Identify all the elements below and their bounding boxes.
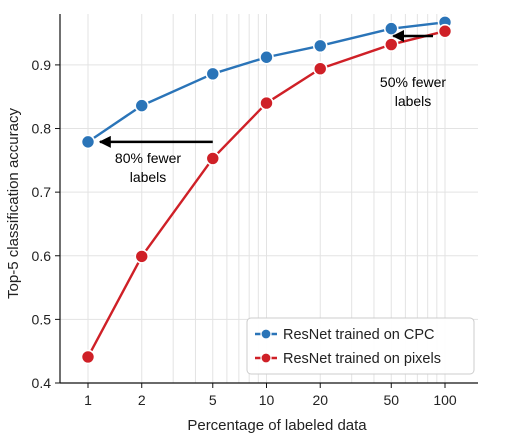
x-tick-label: 20 (312, 392, 328, 408)
y-tick-label: 0.9 (32, 57, 52, 73)
x-tick-label: 10 (259, 392, 275, 408)
x-axis-ticks: 1 2 5 10 20 50 100 (84, 383, 457, 408)
data-point (134, 98, 150, 113)
data-point (312, 61, 328, 77)
data-point (80, 134, 96, 150)
legend-marker-1 (260, 352, 272, 364)
x-tick-label: 5 (209, 392, 217, 408)
data-point (80, 349, 96, 365)
x-axis-label: Percentage of labeled data (187, 417, 367, 434)
legend-label: ResNet trained on CPC (283, 327, 435, 343)
y-axis-ticks: 0.4 0.5 0.6 0.7 0.8 0.9 (32, 57, 60, 391)
y-tick-label: 0.5 (32, 311, 52, 327)
annotations: 80% fewer labels 50% fewer labels (98, 30, 446, 185)
legend: ResNet trained on CPC ResNet trained on p… (246, 317, 475, 375)
x-tick-label: 50 (383, 392, 399, 408)
legend-marker-0 (260, 328, 272, 340)
x-tick-label: 2 (138, 392, 146, 408)
data-point (312, 38, 328, 54)
data-point (259, 95, 274, 111)
axes (59, 14, 478, 384)
y-tick-label: 0.8 (32, 121, 52, 137)
data-series (80, 14, 453, 365)
data-point (383, 21, 399, 36)
y-axis-label: Top-5 classification accuracy (5, 108, 22, 299)
data-point (437, 23, 453, 39)
x-tick-label: 100 (433, 392, 457, 408)
y-tick-label: 0.4 (32, 375, 52, 391)
legend-box (246, 317, 475, 375)
data-point (383, 37, 399, 52)
data-point (205, 151, 221, 166)
annotation-text: labels (395, 93, 432, 109)
data-point (259, 49, 274, 65)
annotation-text: 50% fewer (380, 74, 446, 90)
data-point (205, 66, 221, 82)
x-tick-label: 1 (84, 392, 92, 408)
y-tick-label: 0.6 (32, 248, 52, 264)
annotation-text: labels (130, 169, 167, 185)
annotation-text: 80% fewer (115, 150, 181, 166)
data-point (134, 249, 150, 264)
legend-label: ResNet trained on pixels (283, 351, 441, 367)
y-tick-label: 0.7 (32, 184, 52, 200)
